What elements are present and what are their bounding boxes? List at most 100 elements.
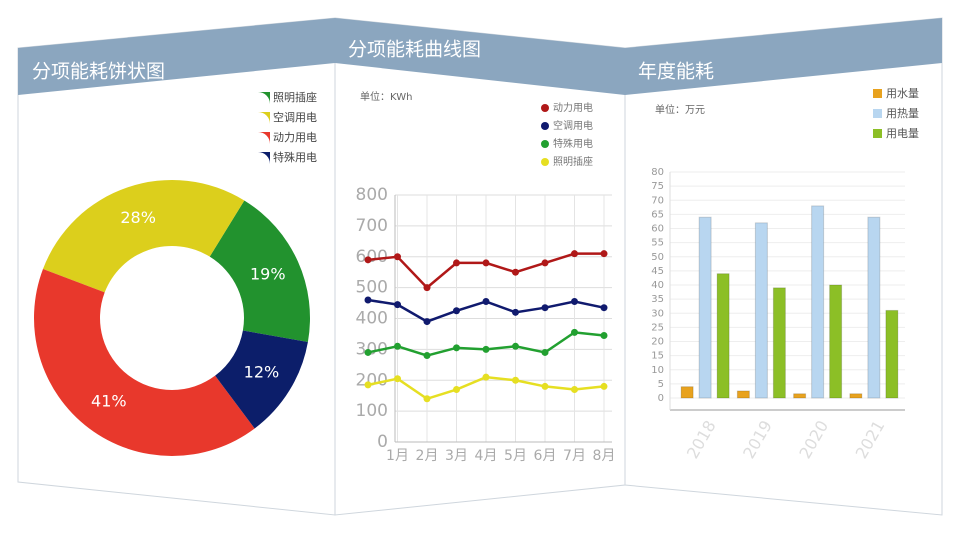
point [482, 373, 490, 381]
point [364, 256, 372, 264]
y-tick-label: 10 [651, 365, 664, 376]
data-label: 12% [244, 363, 280, 382]
legend-label: 特殊用电 [553, 137, 593, 150]
legend-swatch [541, 140, 549, 148]
y-tick-label: 15 [651, 351, 664, 362]
y-tick-label: 100 [356, 401, 388, 421]
data-label: 41% [91, 391, 127, 410]
y-tick-label: 5 [658, 379, 664, 390]
point [600, 304, 608, 312]
legend-swatch [258, 112, 270, 124]
x-tick-label: 5月 [504, 448, 527, 464]
point [600, 331, 608, 339]
point [571, 298, 578, 306]
y-tick-label: 70 [651, 195, 664, 206]
pie-slice [42, 180, 245, 293]
point [364, 348, 372, 356]
point [423, 318, 431, 326]
bar [885, 309, 899, 399]
y-tick-label: 35 [651, 294, 664, 305]
y-tick-label: 55 [651, 238, 664, 249]
point [364, 381, 372, 389]
point [600, 250, 608, 258]
bar [680, 386, 694, 399]
bar [716, 273, 730, 399]
bar [811, 205, 825, 399]
point [394, 253, 401, 261]
point [571, 250, 578, 258]
point [423, 395, 431, 403]
point [482, 345, 490, 353]
legend-label: 照明插座 [553, 155, 593, 168]
bar [754, 222, 768, 399]
point [423, 352, 431, 360]
legend-swatch [541, 158, 549, 166]
point [364, 296, 372, 304]
legend-swatch [258, 132, 270, 144]
x-tick-label: 7月 [563, 448, 586, 464]
point [453, 386, 460, 394]
y-tick-label: 80 [651, 167, 664, 178]
subtitle: 单位：KWh [360, 90, 412, 103]
data-label: 28% [120, 208, 156, 227]
legend-label: 照明插座 [273, 90, 317, 104]
legend-label: 用热量 [886, 107, 919, 120]
legend-label: 用水量 [886, 87, 919, 100]
pie-slice [215, 330, 308, 429]
point [571, 328, 578, 336]
point [571, 386, 578, 394]
data-label: 19% [250, 264, 286, 283]
point [512, 376, 519, 384]
y-tick-label: 700 [356, 216, 388, 236]
bar [829, 284, 843, 399]
chart-title: 年度能耗 [638, 61, 714, 83]
y-tick-label: 200 [356, 370, 388, 390]
legend-swatch [258, 152, 270, 164]
y-tick-label: 500 [356, 278, 388, 298]
legend-swatch [873, 129, 882, 138]
x-tick-label: 4月 [475, 448, 498, 464]
y-tick-label: 800 [356, 185, 388, 205]
y-tick-label: 25 [651, 322, 664, 333]
legend-swatch [541, 104, 549, 112]
panel-header [625, 18, 942, 95]
legend-label: 特殊用电 [273, 150, 317, 164]
legend-swatch [258, 92, 270, 104]
legend-swatch [873, 109, 882, 118]
point [541, 304, 549, 312]
x-tick-label: 8月 [593, 448, 616, 464]
y-tick-label: 30 [651, 308, 664, 319]
point [600, 382, 608, 390]
subtitle: 单位：万元 [655, 103, 705, 116]
bar [736, 390, 750, 399]
point [394, 375, 401, 383]
y-tick-label: 0 [377, 432, 388, 452]
point [423, 284, 431, 292]
y-tick-label: 75 [651, 181, 664, 192]
pie-slice [209, 200, 310, 342]
legend-swatch [541, 122, 549, 130]
bar [867, 216, 881, 399]
point [453, 259, 460, 267]
legend-label: 空调用电 [273, 110, 317, 124]
point [453, 344, 460, 352]
bar [698, 216, 712, 399]
chart-title: 分项能耗曲线图 [348, 39, 481, 61]
point [512, 308, 519, 316]
point [541, 348, 549, 356]
y-tick-label: 50 [651, 252, 664, 263]
point [394, 301, 401, 309]
y-tick-label: 400 [356, 309, 388, 329]
panel-header [18, 18, 335, 95]
x-tick-label: 1月 [386, 448, 409, 464]
point [482, 259, 490, 267]
x-tick-label: 6月 [534, 448, 557, 464]
panel-header [335, 18, 625, 95]
y-tick-label: 60 [651, 224, 664, 235]
y-tick-label: 20 [651, 337, 664, 348]
legend-swatch [873, 89, 882, 98]
point [453, 307, 460, 315]
legend-label: 空调用电 [553, 119, 593, 132]
y-tick-label: 0 [658, 393, 664, 404]
